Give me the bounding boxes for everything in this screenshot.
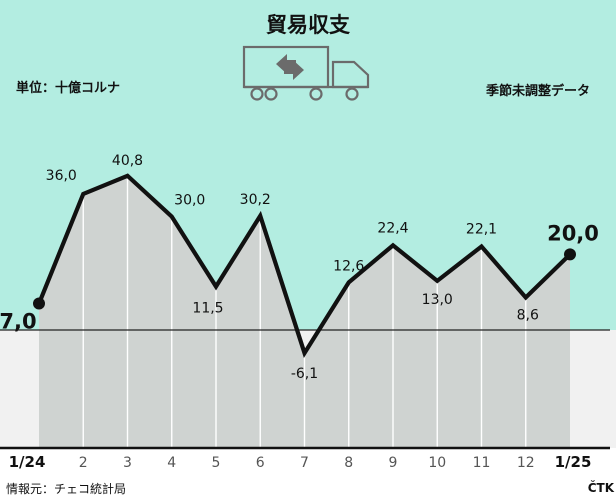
exchange-arrows-icon (276, 54, 304, 80)
unit-label: 単位：十億コルナ (16, 81, 121, 96)
data-label: 30,2 (240, 192, 271, 208)
data-label: 40,8 (112, 153, 143, 169)
chart-title: 貿易収支 (266, 13, 350, 37)
data-label: 11,5 (192, 301, 223, 317)
data-label: 22,4 (377, 220, 408, 236)
x-tick-label: 10 (428, 455, 446, 471)
truck-wheel (345, 87, 359, 101)
x-tick-label: 2 (79, 455, 88, 471)
truck-wheel (309, 87, 323, 101)
arrow-right (284, 60, 304, 80)
x-tick-label: 3 (123, 455, 132, 471)
data-label: 12,6 (333, 258, 364, 274)
data-label: -6,1 (291, 366, 318, 382)
x-tick-label: 5 (212, 455, 221, 471)
x-tick-label: 7 (300, 455, 309, 471)
line-layer (33, 173, 576, 358)
data-label: 30,0 (174, 193, 205, 209)
truck-icon (242, 45, 370, 101)
x-axis: 1/24 2 3 4 5 6 7 8 9 10 11 12 1/25 (0, 446, 610, 471)
arrow-left (276, 54, 296, 74)
x-tick-label: 11 (473, 455, 491, 471)
data-label: 36,0 (46, 168, 77, 184)
agency-logo: ČTK (587, 481, 614, 495)
data-label: 20,0 (547, 221, 599, 245)
grid-layer (82, 175, 527, 448)
label-layer: 7,0 36,0 40,8 30,0 11,5 30,2 -6,1 12,6 22,4 13,0 2… (0, 153, 599, 382)
x-tick-label: 4 (167, 455, 176, 471)
x-tick-label: 9 (389, 455, 398, 471)
series-line (37, 173, 572, 358)
truck-wheel (264, 87, 278, 101)
x-tick-label: 6 (256, 455, 265, 471)
data-point (564, 248, 576, 261)
truck-wheel (250, 87, 264, 101)
data-label: 7,0 (0, 310, 37, 334)
x-tick-label: 1/24 (9, 453, 46, 471)
data-label: 22,1 (466, 221, 497, 237)
x-tick-label: 8 (344, 455, 353, 471)
data-label: 8,6 (517, 307, 539, 323)
source-text: 情報元：チェコ統計局 (6, 482, 127, 496)
data-point (33, 297, 45, 310)
x-tick-label: 1/25 (555, 453, 592, 471)
data-label: 13,0 (422, 292, 453, 308)
seasonal-note: 季節未調整データ (485, 84, 590, 99)
x-tick-label: 12 (517, 455, 535, 471)
